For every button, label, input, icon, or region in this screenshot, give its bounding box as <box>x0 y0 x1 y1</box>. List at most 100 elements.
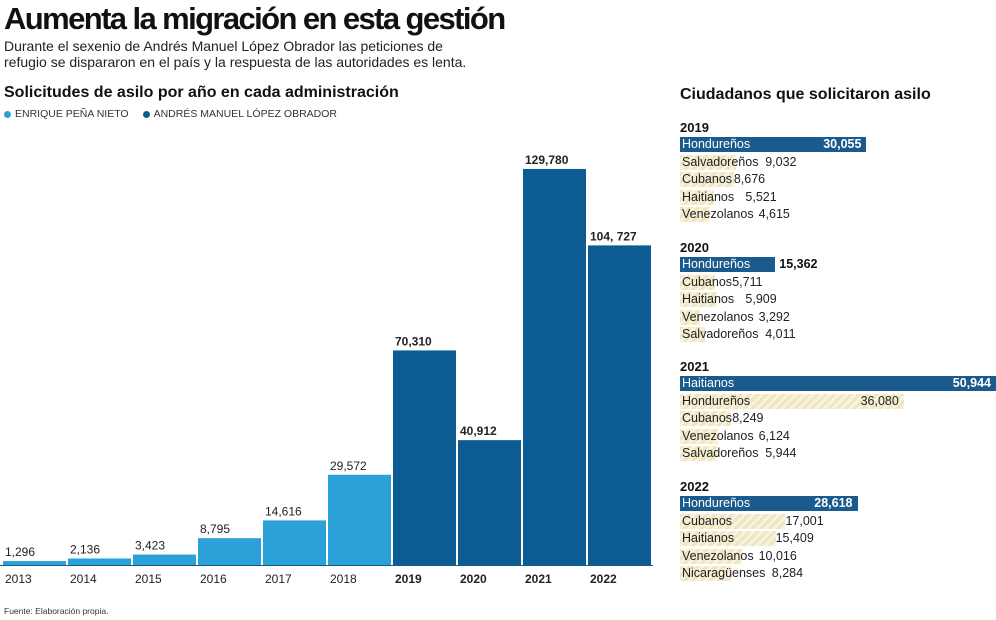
country-row: Cubanos 8,249 <box>680 410 996 428</box>
country-bar <box>680 292 717 307</box>
country-bar <box>680 257 776 272</box>
subtitle-line-2: refugio se dispararon en el país y la re… <box>4 54 467 70</box>
country-value: 15,409 <box>775 531 814 545</box>
country-bar <box>680 496 858 511</box>
country-name: Haitianos <box>682 376 735 390</box>
country-bar <box>680 428 718 444</box>
country-row: Venezolanos 6,124 <box>680 428 996 446</box>
legend-label-amlo: ANDRÉS MANUEL LÓPEZ OBRADOR <box>153 108 337 120</box>
tick-label-2021: 2021 <box>525 572 552 586</box>
value-label-2014: 2,136 <box>70 542 100 556</box>
country-row: Nicaragüenses 8,284 <box>680 565 996 583</box>
tick-label-2022: 2022 <box>590 572 617 586</box>
country-row: Hondureños 30,055 <box>680 136 996 154</box>
country-bar <box>680 189 715 205</box>
bar-chart: 1,296 2013 2,136 2014 3,423 2015 8,795 2016 14,6… <box>0 153 653 586</box>
value-label-2022: 104, 727 <box>590 229 637 243</box>
country-row: Hondureños 28,618 <box>680 495 996 513</box>
bar-2016 <box>198 538 261 565</box>
country-name: Haitianos <box>682 531 735 545</box>
country-name: Salvadoreños <box>682 154 759 169</box>
bar-2018 <box>328 474 391 565</box>
country-name: Hondureños <box>682 137 751 151</box>
source-note: Fuente: Elaboración propia. <box>4 606 109 616</box>
year-label-2019: 2019 <box>680 120 709 135</box>
headline: Aumenta la migración en esta gestión <box>4 1 506 36</box>
bar-2015 <box>133 554 196 565</box>
country-value: 5,711 <box>732 274 763 289</box>
country-bar <box>680 172 734 187</box>
country-name: Venezolanos <box>682 207 754 221</box>
tick-label-2015: 2015 <box>135 572 162 586</box>
country-value: 4,615 <box>758 207 790 221</box>
country-name: Cubanos <box>682 411 733 425</box>
country-row: Hondureños 36,080 <box>680 393 996 411</box>
value-label-2015: 3,423 <box>135 539 165 553</box>
country-value: 10,016 <box>758 548 797 563</box>
bar-2022 <box>588 245 651 565</box>
value-label-2017: 14,616 <box>265 504 302 518</box>
country-name: Venezolanos <box>682 309 754 324</box>
country-row: Cubanos 17,001 <box>680 513 996 531</box>
country-bar <box>680 446 717 461</box>
bar-2019 <box>393 350 456 565</box>
country-name: Venezolanos <box>682 548 754 563</box>
country-bar <box>680 393 904 409</box>
legend-item-epn: ENRIQUE PEÑA NIETO <box>4 108 129 120</box>
tick-label-2018: 2018 <box>330 572 357 586</box>
country-row: Venezolanos 10,016 <box>680 548 996 566</box>
country-row: Venezolanos 3,292 <box>680 309 996 327</box>
country-value: 8,284 <box>771 566 804 580</box>
country-value: 3,292 <box>758 309 790 324</box>
country-value: 9,032 <box>765 154 797 169</box>
year-label-2022: 2022 <box>680 479 709 494</box>
legend-dot-epn <box>4 110 11 118</box>
country-value: 5,944 <box>765 446 797 460</box>
legend-label-epn: ENRIQUE PEÑA NIETO <box>15 108 129 120</box>
value-label-2020: 40,912 <box>460 424 497 438</box>
year-label-2021: 2021 <box>680 359 709 374</box>
country-row: Haitianos 5,521 <box>680 189 996 207</box>
country-name: Hondureños <box>682 257 751 271</box>
country-value: 5,909 <box>745 292 777 306</box>
tick-label-2017: 2017 <box>265 572 292 586</box>
country-row: Cubanos 5,711 <box>680 274 996 292</box>
country-bar <box>680 154 737 170</box>
country-name: Hondureños <box>682 496 751 510</box>
country-bar <box>680 411 732 426</box>
tick-label-2016: 2016 <box>200 572 227 586</box>
country-row: Hondureños 15,362 <box>680 256 996 274</box>
country-value: 5,521 <box>745 189 777 204</box>
chart-title: Solicitudes de asilo por año en cada adm… <box>4 84 399 101</box>
country-value: 15,362 <box>779 257 818 271</box>
tick-label-2014: 2014 <box>70 572 97 586</box>
legend-item-amlo: ANDRÉS MANUEL LÓPEZ OBRADOR <box>142 108 337 120</box>
country-row: Salvadoreños 5,944 <box>680 445 996 463</box>
country-bar <box>680 548 743 564</box>
country-name: Hondureños <box>682 393 751 408</box>
country-bar <box>680 274 716 290</box>
country-name: Haitianos <box>682 189 735 204</box>
country-name: Salvadoreños <box>682 327 759 341</box>
country-value: 8,249 <box>732 411 764 425</box>
year-group-2021: 2021 Haitianos 50,944 Hondureños 36,080 Cuban… <box>680 359 996 463</box>
year-group-2020: 2020 Hondureños 15,362 Cubanos 5,711 Haitiano… <box>680 240 996 344</box>
country-row: Salvadoreños 4,011 <box>680 326 996 344</box>
country-value: 50,944 <box>952 376 991 390</box>
country-name: Cubanos <box>682 274 733 289</box>
value-label-2019: 70,310 <box>395 334 432 348</box>
country-value: 6,124 <box>758 428 790 443</box>
value-label-2013: 1,296 <box>5 545 35 559</box>
country-name: Cubanos <box>682 513 733 528</box>
country-name: Cubanos <box>682 172 733 186</box>
tick-label-2013: 2013 <box>5 572 32 586</box>
country-name: Salvadoreños <box>682 446 759 460</box>
bar-2017 <box>263 520 326 565</box>
country-value: 36,080 <box>860 393 899 408</box>
country-value: 17,001 <box>785 513 824 528</box>
bar-2020 <box>458 440 521 565</box>
legend-dot-amlo <box>142 110 150 118</box>
value-label-2021: 129,780 <box>525 153 569 167</box>
bar-2014 <box>68 558 131 565</box>
country-row: Haitianos 15,409 <box>680 530 996 548</box>
